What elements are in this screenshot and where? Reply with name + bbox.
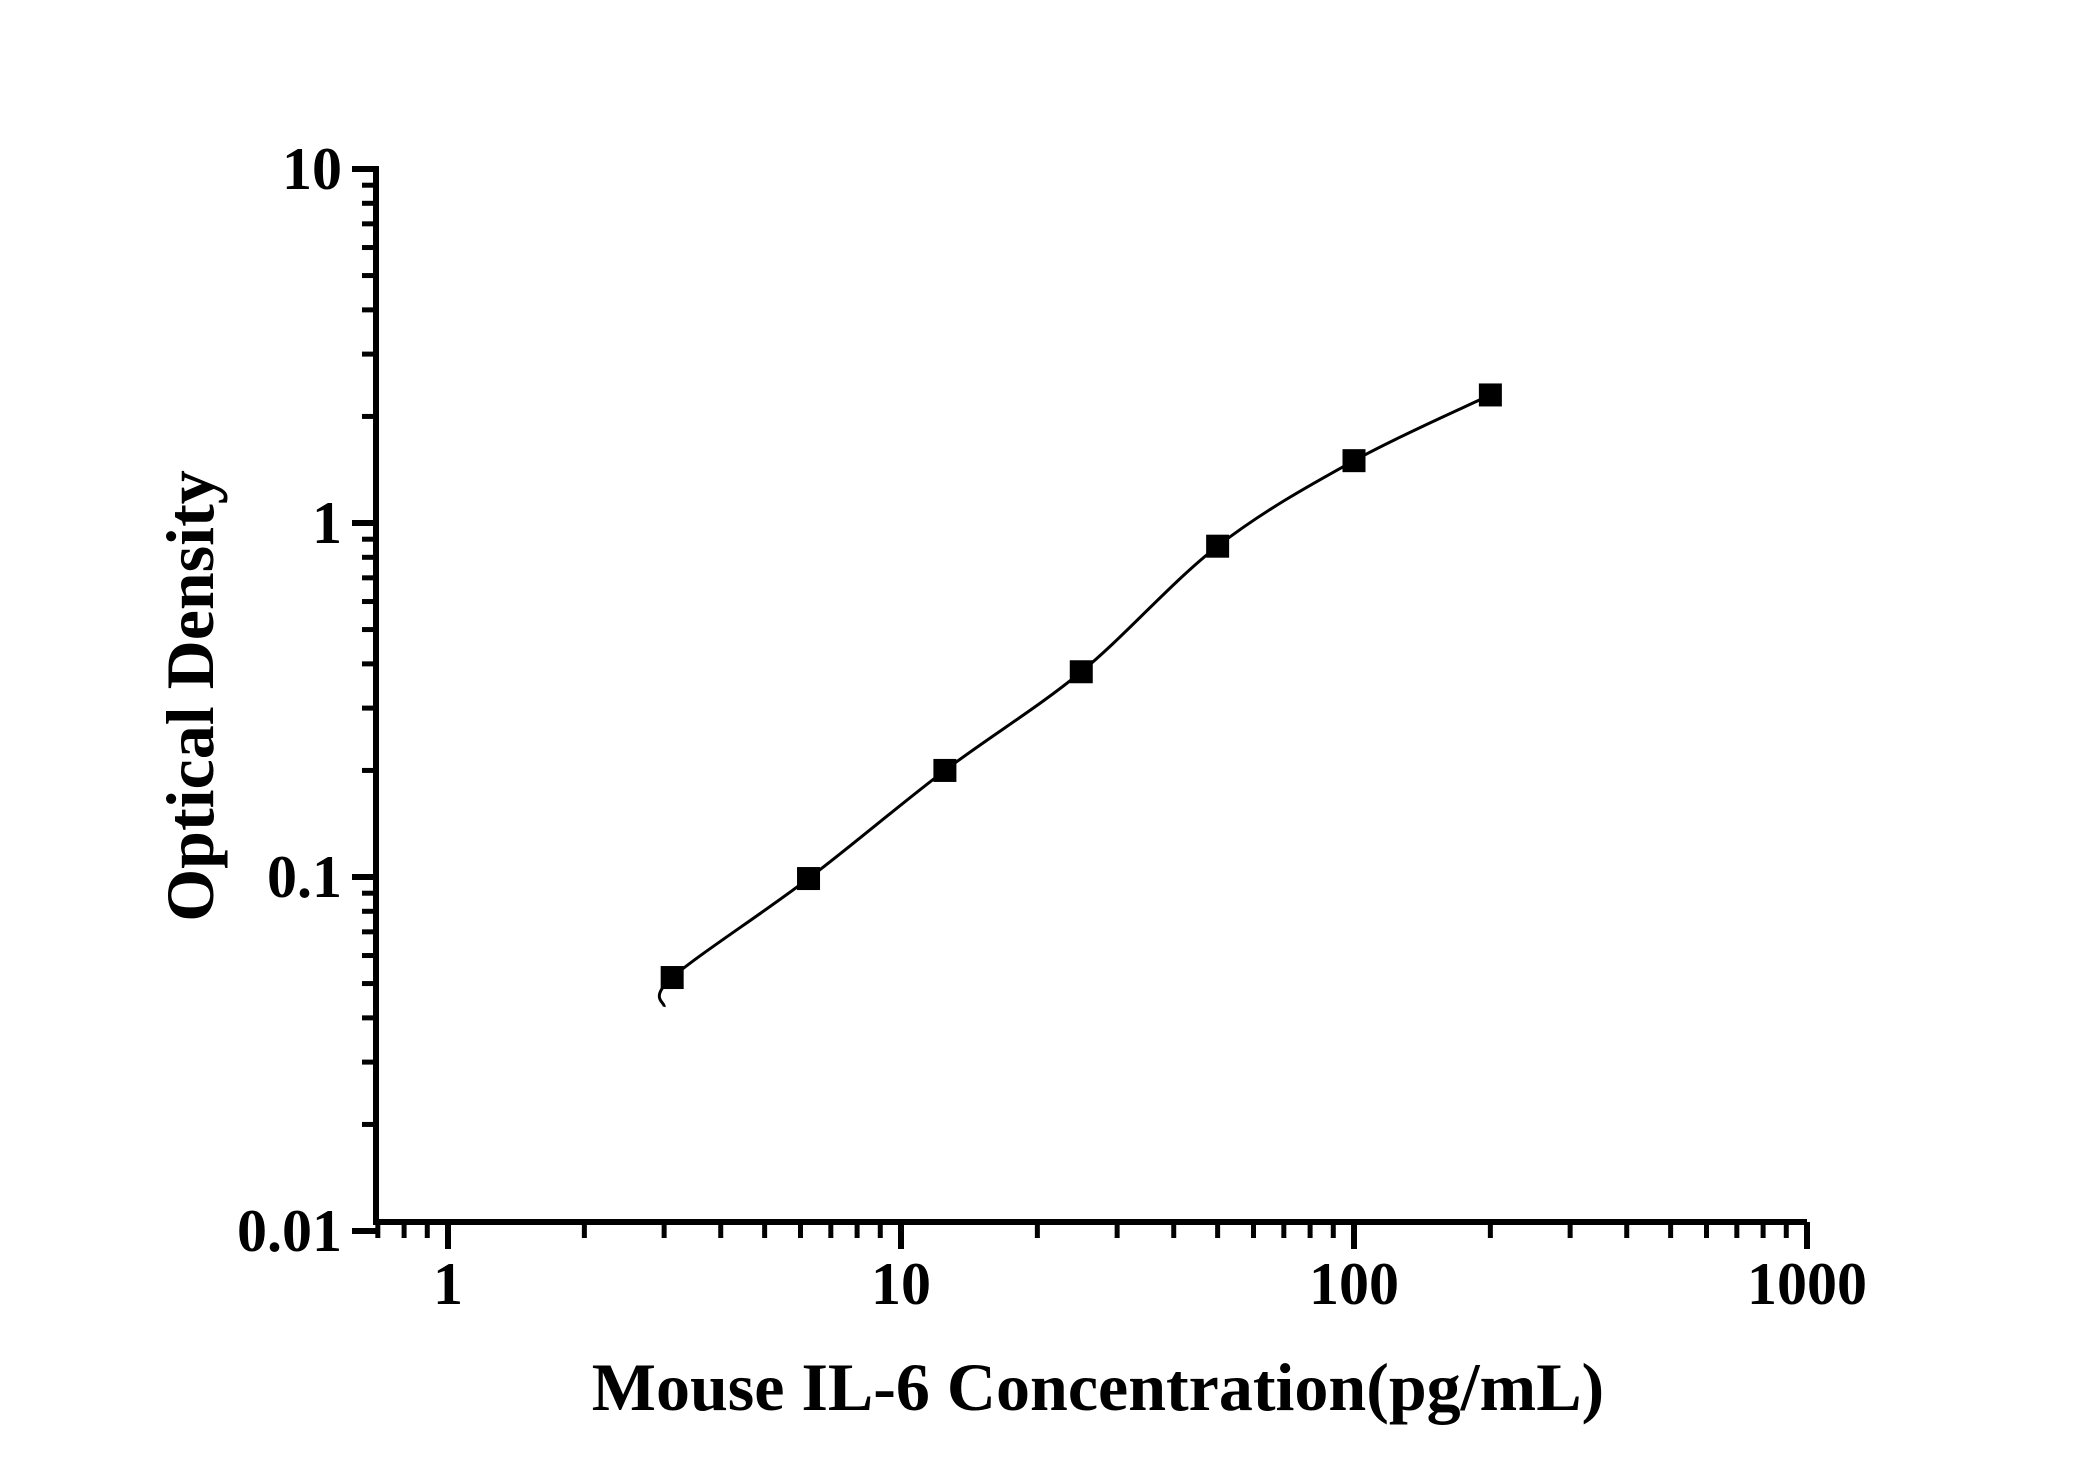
y-tick-label: 10 xyxy=(282,136,342,202)
data-point-marker xyxy=(797,867,821,891)
fit-curve xyxy=(657,393,1492,1008)
y-tick-label: 0.1 xyxy=(267,844,342,910)
data-point-marker xyxy=(1342,449,1366,473)
y-tick-label: 1 xyxy=(312,490,342,556)
x-tick-label: 1 xyxy=(433,1251,463,1317)
data-point-marker xyxy=(1478,383,1502,407)
x-axis-title: Mouse IL-6 Concentration(pg/mL) xyxy=(591,1349,1605,1425)
data-point-marker xyxy=(660,966,684,990)
data-point-marker xyxy=(1206,534,1230,558)
data-point-marker xyxy=(1069,660,1093,684)
y-axis-title: Optical Density xyxy=(152,470,228,922)
x-tick-label: 10 xyxy=(871,1251,931,1317)
x-tick-label: 1000 xyxy=(1747,1251,1867,1317)
data-point-marker xyxy=(933,758,957,782)
x-tick-label: 100 xyxy=(1309,1251,1399,1317)
y-tick-label: 0.01 xyxy=(237,1198,342,1264)
